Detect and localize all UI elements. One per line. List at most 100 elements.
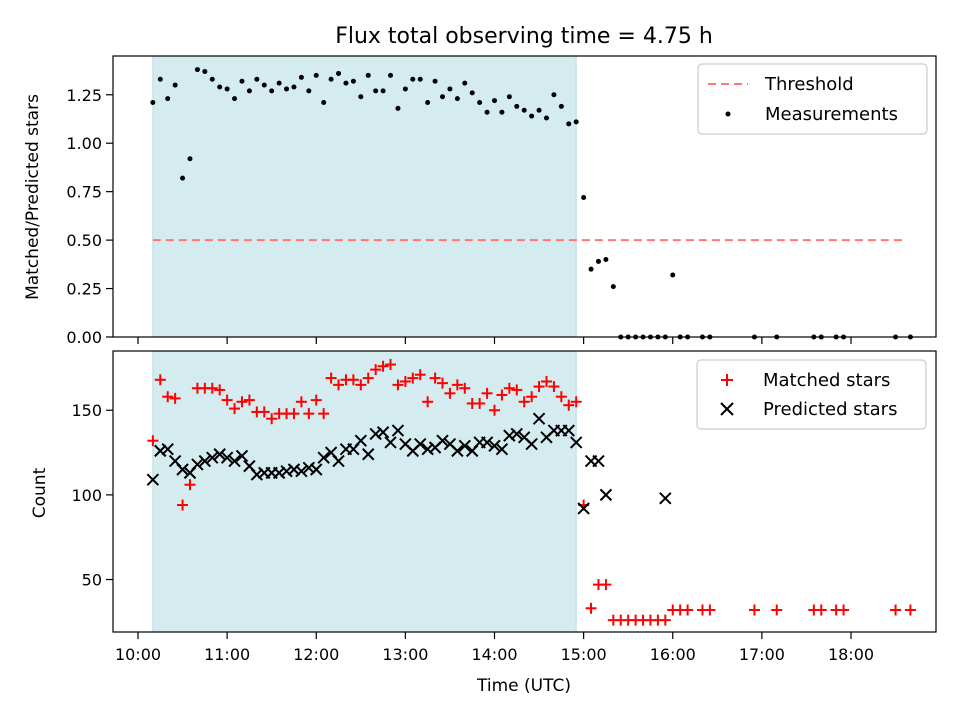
legend-threshold-label: Threshold (764, 74, 854, 95)
matched-point (258, 406, 270, 418)
measurement-point (492, 98, 497, 104)
matched-point (407, 372, 419, 384)
measurement-point (328, 76, 334, 82)
measurement-point (336, 70, 342, 76)
predicted-point (451, 444, 464, 458)
matched-point (481, 387, 493, 399)
matched-point (748, 604, 760, 616)
measurement-point (477, 100, 483, 106)
top-ytick-label: 0.25 (66, 280, 102, 299)
matched-point (533, 381, 545, 393)
predicted-point (458, 439, 471, 453)
predicted-point (295, 464, 308, 478)
predicted-point (495, 442, 509, 456)
measurement-point (298, 74, 304, 80)
matched-point (355, 379, 367, 391)
measurement-point (521, 107, 527, 113)
bottom-series-matched-stars (147, 359, 916, 626)
matched-point (206, 382, 218, 394)
predicted-point (228, 454, 241, 468)
matched-point (511, 384, 523, 396)
predicted-point (354, 434, 368, 447)
predicted-point (592, 454, 605, 468)
bottom-ylabel: Count (30, 467, 50, 518)
legend-measurements-swatch (725, 111, 731, 117)
predicted-point (161, 442, 174, 456)
measurement-point (224, 86, 230, 92)
matched-point (600, 579, 612, 591)
matched-point (266, 413, 278, 425)
matched-point (362, 372, 374, 384)
top-ytick-label: 1.25 (66, 86, 102, 105)
predicted-point (280, 464, 293, 478)
top-ticks: 0.00 0.25 0.50 0.75 1.00 1.25 (66, 86, 852, 347)
measurement-point (261, 82, 267, 88)
matched-point (540, 375, 552, 387)
predicted-point (302, 461, 316, 475)
bottom-xtick-label: 11:00 (204, 645, 250, 664)
top-shaded-interval (152, 55, 577, 338)
top-ytick-label: 0.50 (66, 231, 102, 250)
matched-point (682, 604, 694, 616)
matched-point (451, 379, 463, 391)
predicted-point (317, 451, 330, 464)
predicted-point (176, 463, 189, 476)
matched-point (310, 394, 322, 406)
matched-point (429, 372, 441, 384)
bottom-legend-box (696, 359, 927, 430)
matched-point (459, 382, 471, 394)
measurement-point (217, 84, 223, 90)
measurement-point (343, 80, 349, 86)
measurement-point (276, 80, 282, 86)
predicted-point (235, 449, 249, 463)
legend-predicted-label: Predicted stars (763, 399, 897, 420)
predicted-point (250, 468, 264, 481)
matched-point (154, 374, 166, 386)
measurement-point (529, 113, 535, 119)
matched-point (771, 604, 783, 616)
matched-point (288, 408, 300, 420)
predicted-point (488, 439, 501, 453)
measurement-point (254, 76, 260, 82)
legend-predicted-swatch (720, 402, 734, 416)
predicted-point (659, 492, 672, 505)
matched-point (904, 604, 916, 616)
predicted-point (384, 436, 397, 449)
matched-point (370, 364, 382, 376)
predicted-point (362, 448, 375, 461)
predicted-point (503, 429, 516, 442)
predicted-point (146, 473, 160, 486)
top-axes-frame (112, 55, 937, 338)
predicted-point (599, 488, 613, 502)
measurement-point (321, 100, 327, 106)
measurement-point (432, 78, 438, 84)
matched-point (815, 604, 827, 616)
top-panel: 0.00 0.25 0.50 0.75 1.00 1.25 Matched/Predict… (23, 55, 937, 347)
predicted-point (332, 454, 345, 468)
measurement-point (388, 72, 394, 78)
measurement-point (595, 258, 601, 264)
measurement-point (469, 90, 475, 96)
bottom-series-predicted-stars (146, 412, 672, 515)
measurement-point (358, 94, 364, 100)
measurement-point (380, 88, 386, 94)
bottom-ytick-label: 100 (71, 486, 102, 505)
predicted-point (414, 437, 427, 451)
measurement-point (447, 86, 453, 92)
measurement-point (365, 72, 371, 78)
matched-point (585, 602, 597, 614)
top-ytick-label: 0.00 (66, 328, 102, 347)
measurement-point (395, 105, 401, 111)
predicted-point (272, 466, 286, 480)
bottom-xtick-label: 17:00 (739, 645, 785, 664)
matched-point (526, 391, 538, 403)
measurement-point (150, 100, 156, 106)
matched-point (555, 391, 567, 403)
measurement-point (484, 109, 490, 115)
measurement-point (543, 115, 549, 121)
predicted-point (532, 412, 546, 425)
matched-point (474, 397, 486, 409)
legend-matched-label: Matched stars (763, 370, 890, 391)
measurement-point (425, 100, 431, 106)
matched-point (318, 408, 330, 420)
